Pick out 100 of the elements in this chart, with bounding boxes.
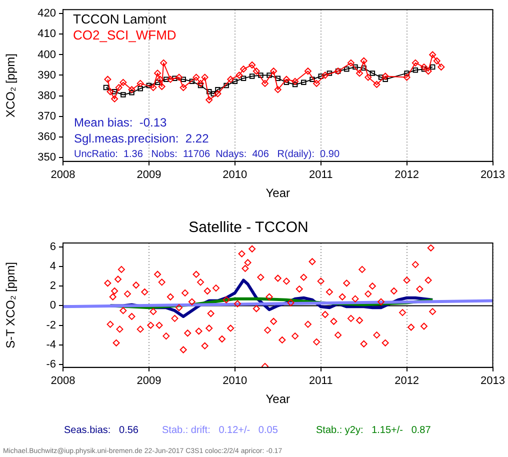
x-tick-label: 2008	[50, 169, 76, 182]
text: Seas.bias: 0.56	[64, 424, 139, 436]
point	[112, 89, 118, 94]
y-tick-label: 380	[38, 90, 56, 102]
text: Stab.: y2y: 1.15+/- 0.87	[316, 424, 432, 436]
point	[344, 66, 350, 72]
point	[224, 82, 229, 88]
y-tick-label: 350	[38, 151, 56, 164]
x-axis-title: Year	[266, 186, 290, 200]
point	[154, 70, 162, 77]
point	[154, 80, 160, 86]
point	[364, 74, 372, 81]
x-tick-label: 2008	[50, 375, 76, 388]
point	[180, 76, 186, 82]
point	[261, 80, 268, 87]
x-tick-label: 2012	[394, 375, 420, 388]
point	[249, 74, 255, 79]
point	[284, 80, 290, 86]
point	[382, 72, 389, 80]
point	[180, 84, 187, 92]
point	[232, 78, 238, 84]
point	[424, 68, 432, 75]
y-tick-label: 400	[38, 48, 56, 61]
point	[206, 89, 212, 94]
point	[103, 84, 109, 90]
point	[404, 70, 410, 76]
point	[240, 76, 246, 81]
point	[292, 82, 298, 88]
point	[227, 76, 234, 83]
x-tick-label: 2010	[222, 375, 248, 388]
point	[326, 70, 332, 76]
y-tick-label: 6	[50, 240, 56, 253]
point	[128, 86, 136, 94]
point	[420, 64, 428, 71]
point	[382, 76, 388, 82]
point	[282, 76, 290, 83]
point	[248, 61, 256, 68]
point	[370, 70, 376, 76]
point	[403, 74, 410, 81]
y-axis-title: S-T XCO₂ [ppm]	[4, 262, 18, 348]
point	[166, 76, 174, 83]
point	[115, 84, 122, 92]
point	[176, 74, 183, 81]
y-tick-label: 370	[38, 110, 56, 122]
x-tick-label: 2013	[480, 169, 506, 182]
x-tick-label: 2013	[480, 375, 506, 388]
y-tick-label: -6	[46, 358, 56, 370]
point	[146, 82, 152, 88]
point	[412, 59, 419, 66]
point	[106, 88, 114, 96]
y-tick-label: 420	[38, 8, 56, 20]
x-tick-label: 2011	[309, 169, 333, 182]
point	[160, 59, 168, 66]
point	[318, 74, 324, 79]
annotation: Sgl.meas.precision: 2.22	[74, 132, 210, 146]
point	[438, 64, 445, 71]
y-tick-label: 360	[38, 130, 56, 143]
point	[136, 80, 144, 87]
point	[240, 66, 247, 73]
point	[111, 95, 118, 102]
point	[210, 91, 216, 96]
point	[104, 76, 112, 83]
point	[197, 80, 204, 87]
point	[433, 57, 440, 64]
annotation: UncRatio: 1.36 Nobs: 11706 Ndays: 406 R(daily): 0.90	[74, 149, 340, 160]
point	[198, 82, 204, 88]
x-axis-title: Year	[266, 392, 290, 406]
point	[421, 66, 427, 72]
x-tick-label: 2010	[222, 169, 248, 182]
point	[322, 72, 329, 79]
point	[120, 78, 127, 86]
point	[158, 83, 166, 90]
text: Stab.: drift: 0.12+/- 0.05	[162, 424, 278, 436]
annotation: Mean bias: -0.13	[74, 116, 168, 130]
point	[252, 68, 260, 75]
y-tick-label: -4	[46, 338, 56, 351]
chart-title: Satellite - TCCON	[188, 219, 308, 236]
point	[189, 78, 195, 84]
point	[129, 90, 134, 96]
point	[313, 80, 320, 87]
point	[275, 76, 281, 81]
point	[164, 76, 169, 82]
point	[156, 76, 164, 83]
point	[378, 74, 384, 80]
point	[172, 76, 178, 81]
point	[150, 84, 157, 92]
point	[429, 51, 436, 58]
y-tick-label: 410	[38, 28, 56, 40]
y-tick-label: 390	[38, 69, 56, 82]
text: TCCON Lamont	[73, 12, 167, 27]
point	[236, 72, 243, 79]
point	[274, 86, 282, 94]
x-tick-label: 2012	[394, 169, 420, 182]
point	[266, 72, 272, 78]
y-tick-label: 4	[50, 260, 56, 273]
x-tick-label: 2009	[136, 375, 162, 388]
point	[347, 59, 354, 66]
point	[201, 74, 208, 81]
point	[215, 86, 220, 92]
point	[270, 68, 278, 75]
